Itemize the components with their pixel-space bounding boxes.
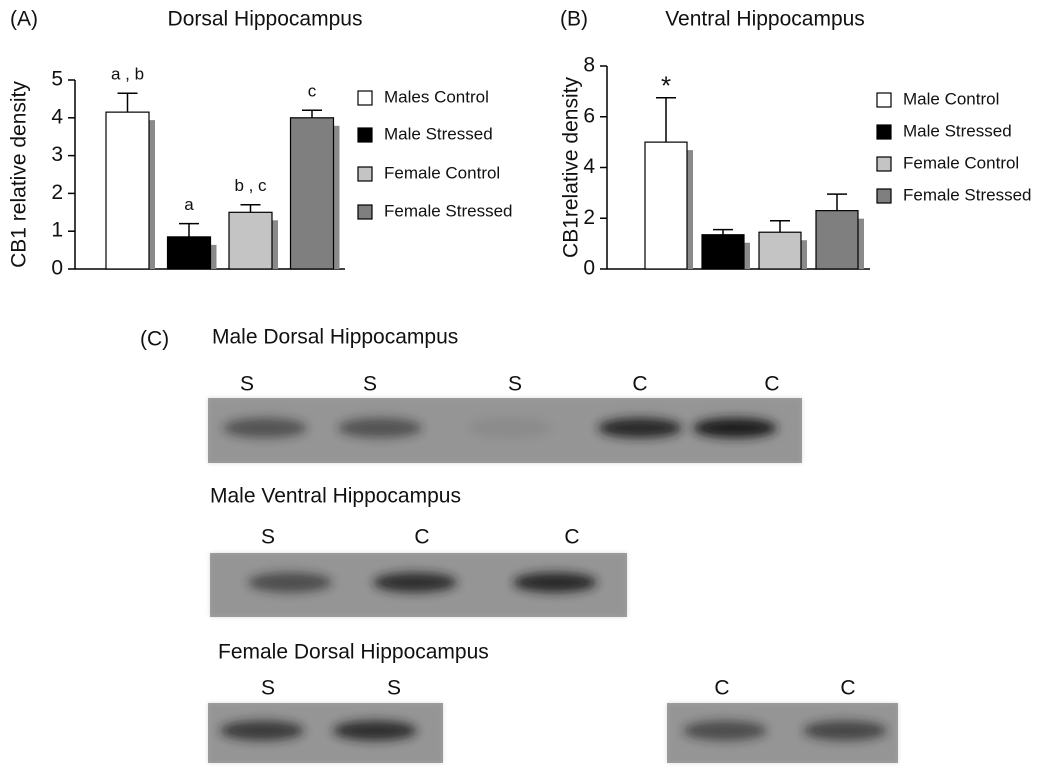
blot-band [338,417,422,438]
lane-label: S [240,373,254,396]
blot-band [693,417,777,438]
lane-label: C [714,677,729,700]
lane-label: S [261,677,275,700]
significance-label: c [308,82,317,101]
y-axis-label: CB1relative density [560,77,583,258]
legend-label: Female Control [903,153,1019,172]
blot-band [373,572,457,593]
significance-label: * [661,71,671,101]
bar [758,231,802,270]
lane-label: S [387,677,401,700]
lane-label: S [261,526,275,549]
panel-label: (B) [560,8,588,31]
legend-label: Female Stressed [903,185,1032,204]
blot-band [333,720,417,741]
lane-label: S [508,373,522,396]
lane-label: C [564,526,579,549]
legend-swatch [357,90,373,106]
y-tick-label: 2 [583,206,595,229]
blot-title: Male Ventral Hippocampus [210,485,461,508]
lane-label: C [764,373,779,396]
legend-swatch [357,127,373,143]
lane-label: C [632,373,647,396]
y-axis-label: CB1 relative density [8,81,31,268]
blot-title: Male Dorsal Hippocampus [212,326,458,349]
significance-label: b , c [234,176,267,195]
lane-label: S [363,373,377,396]
blot-band [598,417,682,438]
y-tick-label: 5 [51,68,63,91]
y-tick-label: 0 [583,257,595,280]
panel-label: (C) [140,328,169,351]
legend-swatch [357,166,373,182]
significance-label: a , b [111,65,144,84]
chart-title: Ventral Hippocampus [665,8,865,31]
significance-label: a [184,195,194,214]
chart-title: Dorsal Hippocampus [168,8,363,31]
legend-swatch [876,156,892,172]
legend-label: Female Control [384,163,500,182]
bar [166,236,212,270]
y-tick-label: 2 [51,181,63,204]
blot-band [223,417,307,438]
y-tick-label: 8 [583,54,595,77]
legend-label: Male Stressed [903,121,1012,140]
bar [701,234,745,270]
y-tick-label: 0 [51,257,63,280]
blot-band [803,720,887,741]
lane-label: C [840,677,855,700]
legend-label: Female Stressed [384,201,513,220]
bar [815,210,859,270]
blot-band [468,417,552,438]
lane-label: C [414,526,429,549]
y-tick-label: 4 [51,105,63,128]
bar [105,111,150,270]
legend-label: Male Stressed [384,124,493,143]
legend-swatch [876,188,892,204]
panel-label: (A) [10,8,38,31]
blot-title: Female Dorsal Hippocampus [218,641,489,664]
legend-swatch [357,204,373,220]
y-tick-label: 6 [583,104,595,127]
blot-band [513,572,597,593]
legend-label: Male Control [903,89,999,108]
legend-label: Males Control [384,87,489,106]
y-tick-label: 1 [51,219,63,242]
legend-swatch [876,92,892,108]
blot-band [683,720,767,741]
bar [289,117,335,270]
blot-band [248,572,332,593]
y-tick-label: 4 [583,155,595,178]
bar [644,141,688,270]
y-tick-label: 3 [51,143,63,166]
bar [228,211,273,270]
legend-swatch [876,124,892,140]
blot-band [220,720,304,741]
